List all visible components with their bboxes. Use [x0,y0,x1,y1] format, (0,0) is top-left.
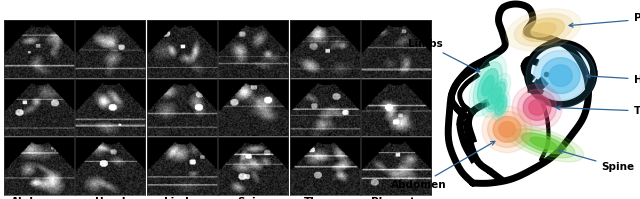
Ellipse shape [523,95,551,120]
Text: Spine: Spine [237,197,270,199]
Ellipse shape [534,51,588,101]
Text: Placenta: Placenta [371,197,422,199]
Ellipse shape [482,73,511,118]
Text: Thorax: Thorax [556,106,640,116]
Ellipse shape [491,87,502,104]
Ellipse shape [529,100,545,115]
Ellipse shape [518,89,557,126]
Ellipse shape [523,18,564,42]
Ellipse shape [477,68,498,103]
Ellipse shape [503,125,584,162]
Text: Abdomen: Abdomen [11,197,67,199]
Ellipse shape [488,82,506,109]
Ellipse shape [493,94,508,117]
Ellipse shape [521,133,566,154]
Ellipse shape [526,43,595,108]
Ellipse shape [473,62,502,109]
Ellipse shape [506,9,581,51]
Ellipse shape [512,84,562,131]
Ellipse shape [497,100,504,111]
Ellipse shape [530,137,557,149]
Ellipse shape [541,58,580,94]
Ellipse shape [481,75,494,96]
Ellipse shape [512,129,575,158]
Ellipse shape [492,90,510,121]
Ellipse shape [499,122,515,137]
Ellipse shape [493,116,521,142]
Text: Limbs: Limbs [164,197,199,199]
Text: Spine: Spine [558,150,634,172]
Text: Thorax: Thorax [305,197,345,199]
Text: Abdomen: Abdomen [392,141,495,190]
Text: Limbs: Limbs [408,39,480,72]
Ellipse shape [469,55,506,116]
Ellipse shape [549,65,572,86]
Ellipse shape [486,79,507,112]
Ellipse shape [488,111,527,147]
Ellipse shape [495,96,506,115]
Ellipse shape [514,13,573,46]
Ellipse shape [531,23,556,37]
Text: Head: Head [586,74,640,85]
Text: Head: Head [95,197,125,199]
Text: Placenta: Placenta [569,13,640,27]
Ellipse shape [482,106,532,153]
